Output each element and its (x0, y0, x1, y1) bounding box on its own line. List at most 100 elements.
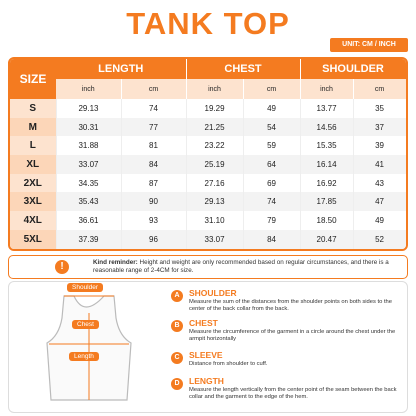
guide-title: LENGTH (189, 376, 224, 386)
value-cell: 74 (121, 99, 187, 118)
guide-text: Distance from shoulder to cuff. (189, 361, 268, 367)
guide-text: Measure the sum of the distances from th… (189, 299, 393, 312)
reminder: ! Kind reminder: Height and weight are o… (8, 255, 408, 279)
guide-letter: C (171, 352, 183, 364)
table-row: M 30.31 77 21.25 54 14.56 37 (10, 117, 406, 137)
value-cell: 17.85 (300, 192, 354, 212)
value-cell: 14.56 (300, 117, 354, 137)
value-cell: 33.07 (186, 229, 244, 249)
size-cell: 5XL (10, 229, 57, 249)
table-row: 2XL 34.35 87 27.16 69 16.92 43 (10, 173, 406, 193)
size-table: SIZE LENGTH CHEST SHOULDER inch cm inch cm inch c… (8, 57, 408, 251)
title: TANK TOP (126, 6, 290, 41)
diagram-label: Length (69, 352, 99, 361)
reminder-body: Height and weight are only recommended b… (93, 259, 389, 274)
value-cell: 15.35 (300, 136, 354, 156)
value-cell: 20.47 (300, 229, 354, 249)
value-cell: 43 (353, 173, 406, 193)
size-cell: 2XL (10, 173, 57, 193)
value-cell: 31.10 (186, 211, 244, 230)
value-cell: 31.88 (56, 136, 122, 156)
value-cell: 33.07 (56, 155, 122, 174)
value-cell: 69 (243, 173, 301, 193)
subheader-cell: cm (353, 79, 406, 99)
value-cell: 81 (121, 136, 187, 156)
value-cell: 54 (243, 117, 301, 137)
value-cell: 35.43 (56, 192, 122, 212)
value-cell: 16.92 (300, 173, 354, 193)
guide-title: CHEST (189, 318, 218, 328)
value-cell: 49 (353, 211, 406, 230)
value-cell: 27.16 (186, 173, 244, 193)
value-cell: 25.19 (186, 155, 244, 174)
value-cell: 18.50 (300, 211, 354, 230)
subheader-cell: cm (243, 79, 301, 99)
value-cell: 93 (121, 211, 187, 230)
value-cell: 37.39 (56, 229, 122, 249)
value-cell: 21.25 (186, 117, 244, 137)
guide-title: SLEEVE (189, 350, 223, 360)
value-cell: 47 (353, 192, 406, 212)
value-cell: 36.61 (56, 211, 122, 230)
header-cell: LENGTH (56, 59, 187, 79)
value-cell: 35 (353, 99, 406, 118)
guide-title: SHOULDER (189, 288, 237, 298)
value-cell: 77 (121, 117, 187, 137)
size-cell: XL (10, 155, 57, 174)
header-cell: CHEST (186, 59, 301, 79)
value-cell: 96 (121, 229, 187, 249)
table-row: 3XL 35.43 90 29.13 74 17.85 47 (10, 192, 406, 212)
header-row: SIZE LENGTH CHEST SHOULDER (10, 59, 406, 99)
value-cell: 34.35 (56, 173, 122, 193)
guide-letter: A (171, 290, 183, 302)
size-cell: M (10, 117, 57, 137)
value-cell: 29.13 (186, 192, 244, 212)
subheader-cell: inch (56, 79, 122, 99)
value-cell: 16.14 (300, 155, 354, 174)
size-cell: 3XL (10, 192, 57, 212)
guide-letter: D (171, 378, 183, 390)
size-cell: S (10, 99, 57, 118)
reminder-label: Kind reminder: (93, 259, 138, 266)
value-cell: 29.13 (56, 99, 122, 118)
size-cell: 4XL (10, 211, 57, 230)
value-cell: 87 (121, 173, 187, 193)
guide-text: Measure the length vertically from the c… (189, 387, 397, 400)
value-cell: 74 (243, 192, 301, 212)
table-row: 5XL 37.39 96 33.07 84 20.47 52 (10, 229, 406, 249)
guide-text: Measure the circumference of the garment… (189, 329, 396, 342)
header-cell: SHOULDER (300, 59, 406, 79)
value-cell: 59 (243, 136, 301, 156)
subheader-cell: inch (300, 79, 354, 99)
header-cell: SIZE (10, 59, 56, 99)
value-cell: 84 (121, 155, 187, 174)
subheader-cell: inch (186, 79, 244, 99)
tank-top-diagram (46, 295, 132, 401)
diagram-label: Chest (72, 320, 99, 329)
value-cell: 41 (353, 155, 406, 174)
value-cell: 49 (243, 99, 301, 118)
value-cell: 13.77 (300, 99, 354, 118)
reminder-text: Kind reminder: Height and weight are onl… (93, 259, 393, 275)
value-cell: 90 (121, 192, 187, 212)
value-cell: 30.31 (56, 117, 122, 137)
measure-guide: Shoulder Chest Length A SHOULDER Measure the… (8, 281, 408, 413)
subheader-row: inch cm inch cm inch cm (10, 79, 406, 99)
value-cell: 39 (353, 136, 406, 156)
table: SIZE LENGTH CHEST SHOULDER inch cm inch cm inch c… (10, 59, 406, 249)
table-row: XL 33.07 84 25.19 64 16.14 41 (10, 155, 406, 174)
value-cell: 52 (353, 229, 406, 249)
value-cell: 19.29 (186, 99, 244, 118)
table-row: L 31.88 81 23.22 59 15.35 39 (10, 136, 406, 156)
value-cell: 79 (243, 211, 301, 230)
unit-badge: UNIT: CM / INCH (330, 38, 408, 52)
table-row: S 29.13 74 19.29 49 13.77 35 (10, 99, 406, 118)
guide-letter: B (171, 320, 183, 332)
reminder-icon: ! (55, 260, 69, 274)
diagram-label: Shoulder (67, 283, 104, 292)
value-cell: 64 (243, 155, 301, 174)
value-cell: 37 (353, 117, 406, 137)
value-cell: 84 (243, 229, 301, 249)
value-cell: 23.22 (186, 136, 244, 156)
